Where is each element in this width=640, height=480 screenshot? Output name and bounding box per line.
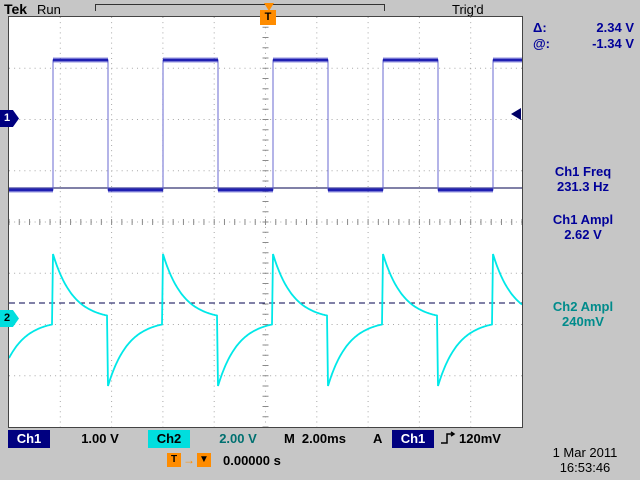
trigger-status: Trig'd	[452, 2, 484, 17]
trigger-position-arrow-icon	[264, 3, 274, 11]
trigger-time-readout: T → ▼ 0.00000 s	[167, 452, 281, 468]
arrow-right-icon: →	[183, 453, 195, 467]
cursor-at-label: @:	[533, 36, 551, 51]
measurement-ch1-freq: Ch1 Freq 231.3 Hz	[527, 164, 639, 194]
measurement-ch2-ampl: Ch2 Ampl 240mV	[527, 299, 639, 329]
ch2-ground-marker: 2	[0, 310, 19, 327]
acquisition-status: Run	[37, 2, 61, 17]
trigger-t-icon: T	[167, 453, 181, 467]
ch1-ground-marker: 1	[0, 110, 19, 127]
ch1-scale-badge: Ch1	[8, 430, 50, 448]
arrow-down-icon: ▼	[197, 453, 211, 467]
measurement-label: Ch1 Ampl	[552, 212, 614, 227]
trigger-mode-label: A	[373, 431, 383, 446]
cursor-delta-value: 2.34 V	[596, 20, 634, 35]
measurement-value: 2.62 V	[564, 227, 602, 242]
waveform-traces	[9, 57, 522, 387]
timebase-label: M	[284, 431, 295, 446]
measurement-ch1-ampl: Ch1 Ampl 2.62 V	[527, 212, 639, 242]
cursor-at-row: @: -1.34 V	[533, 36, 634, 52]
graticule-grid	[9, 17, 522, 427]
cursor-delta-label: Δ:	[533, 20, 547, 35]
cursor-delta-row: Δ: 2.34 V	[533, 20, 634, 36]
rising-edge-icon	[441, 431, 456, 444]
record-view-bar	[95, 4, 385, 11]
cursor-at-value: -1.34 V	[592, 36, 634, 51]
measurement-value: 231.3 Hz	[556, 179, 610, 194]
trigger-level-value: 120mV	[459, 431, 501, 446]
datetime-readout: 1 Mar 2011 16:53:46	[535, 445, 635, 475]
tek-logo: Tek	[4, 1, 28, 17]
measurement-label: Ch1 Freq	[554, 164, 612, 179]
trigger-position-marker: T	[260, 10, 276, 25]
date-value: 1 Mar 2011	[552, 445, 618, 460]
ch2-scale-value: 2.00 V	[219, 431, 257, 446]
time-value: 16:53:46	[559, 460, 611, 475]
ch1-scale-value: 1.00 V	[81, 431, 119, 446]
measurement-label: Ch2 Ampl	[552, 299, 614, 314]
trigger-level-arrow-icon	[511, 108, 521, 120]
waveform-display	[8, 16, 523, 428]
trigger-time-value: 0.00000 s	[223, 452, 281, 468]
ch2-scale-badge: Ch2	[148, 430, 190, 448]
timebase-readout: M 2.00ms	[284, 430, 346, 448]
trigger-source-badge: Ch1	[392, 430, 434, 448]
measurement-value: 240mV	[562, 314, 604, 329]
cursor-readout: Δ: 2.34 V @: -1.34 V	[533, 20, 634, 52]
timebase-value: 2.00ms	[301, 431, 346, 446]
